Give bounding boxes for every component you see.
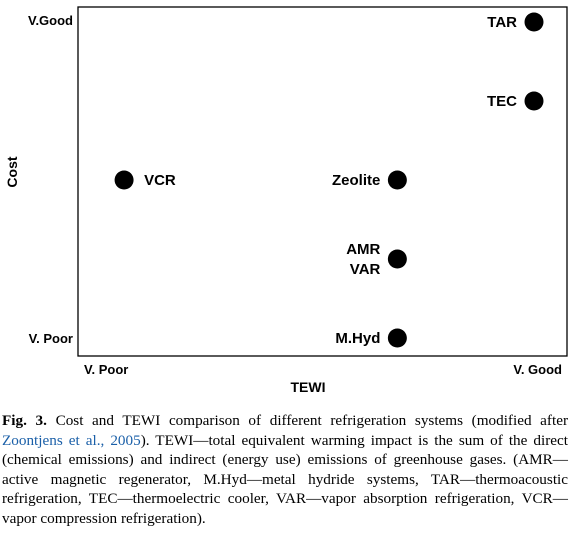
point-label-zeolite: Zeolite — [332, 172, 380, 189]
figure-label: Fig. 3. — [2, 412, 47, 429]
point-vcr — [114, 170, 134, 190]
x-axis-title: TEWI — [291, 379, 326, 395]
plot-frame — [77, 6, 568, 357]
y-axis-title: Cost — [4, 156, 20, 187]
point-label-tar: TAR — [487, 14, 517, 31]
point-zeolite — [387, 170, 407, 190]
point-label-vcr: VCR — [144, 172, 176, 189]
point-label-m-hyd: M.Hyd — [335, 330, 380, 347]
data-points: TAR TEC VCR Zeolite AMR VAR M.Hyd — [114, 12, 544, 348]
point-amr-var — [387, 249, 407, 269]
figure-caption: Fig. 3. Cost and TEWI comparison of diff… — [2, 411, 568, 528]
cost-tewi-chart: V.Good V. Poor V. Poor V. Good TEWI Cost… — [4, 6, 568, 395]
x-tick-left: V. Poor — [84, 362, 128, 377]
reference-link[interactable]: Zoontjens et al., 2005 — [2, 431, 141, 449]
point-label-amr-var: AMR VAR — [346, 241, 380, 278]
point-tar — [524, 12, 544, 32]
y-tick-top: V.Good — [28, 13, 73, 28]
x-tick-right: V. Good — [513, 362, 562, 377]
caption-text-1: Cost and TEWI comparison of different re… — [46, 412, 568, 429]
point-m-hyd — [387, 328, 407, 348]
point-label-tec: TEC — [487, 93, 517, 110]
point-tec — [524, 91, 544, 111]
caption-text-2: ). TEWI—total equivalent warming impact … — [2, 431, 568, 527]
y-tick-bottom: V. Poor — [29, 331, 73, 346]
